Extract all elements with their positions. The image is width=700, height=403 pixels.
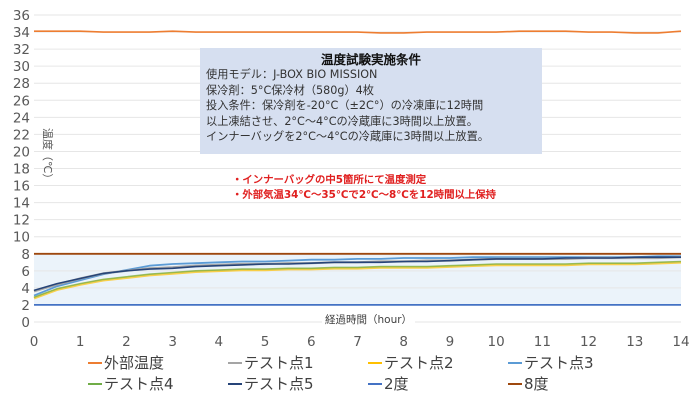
svg-text:6: 6 [307,334,316,350]
legend-item: 外部温度 [88,352,228,373]
svg-text:6: 6 [21,264,30,280]
svg-text:3: 3 [168,334,177,350]
svg-text:13: 13 [626,334,643,350]
legend-item: テスト点4 [88,373,228,394]
legend-row: テスト点4 テスト点5 2度 8度 [88,373,688,394]
legend: 外部温度 テスト点1 テスト点2 テスト点3 テスト点4 テスト点5 2度 8度 [88,352,688,394]
legend-label: テスト点5 [244,375,314,393]
svg-text:9: 9 [446,334,455,350]
conditions-line: 使用モデル：J-BOX BIO MISSION [206,68,378,81]
svg-text:4: 4 [215,334,224,350]
legend-label: テスト点3 [524,354,594,372]
series-line [33,256,681,292]
series-line [34,30,682,34]
legend-label: テスト点1 [244,354,314,372]
legend-swatch-icon [228,382,242,385]
legend-swatch-icon [228,361,242,364]
svg-text:36: 36 [13,8,30,24]
legend-item: テスト点1 [228,352,368,373]
legend-item: テスト点3 [508,352,648,373]
svg-text:24: 24 [13,110,30,126]
svg-text:14: 14 [13,196,30,212]
svg-text:10: 10 [488,334,505,350]
conditions-title: 温度試験実施条件 [320,52,421,67]
x-axis-label: 経過時間（hour） [322,312,416,327]
legend-swatch-icon [88,361,102,364]
test-conditions-box: 温度試験実施条件 使用モデル：J-BOX BIO MISSION 保冷剤：5°C… [200,48,542,154]
svg-text:26: 26 [13,93,30,109]
svg-text:7: 7 [353,334,362,350]
conditions-line: 保冷剤：5°C保冷材（580g）4枚 [206,83,374,97]
x-axis-ticks: 0 1 2 3 4 5 6 7 8 9 10 11 12 13 14 [30,334,690,350]
series-line [33,261,682,300]
notes: ・インナーバッグの中5箇所にて温度測定 ・外部気温34℃～35℃で2℃～8℃を1… [232,173,496,203]
svg-text:11: 11 [534,334,551,350]
svg-text:2: 2 [122,334,131,350]
legend-row: 外部温度 テスト点1 テスト点2 テスト点3 [88,352,688,373]
svg-text:1: 1 [76,334,85,350]
legend-item: 8度 [508,373,648,394]
conditions-line: 以上凍結させ、2°C～4°Cの冷蔵庫に3時間以上放置。 [206,114,478,128]
svg-text:28: 28 [13,76,30,92]
svg-text:0: 0 [21,315,30,331]
legend-item: テスト点2 [368,352,508,373]
legend-swatch-icon [508,382,522,385]
legend-swatch-icon [508,361,522,364]
legend-item: 2度 [368,373,508,394]
note-line: ・外部気温34℃～35℃で2℃～8℃を12時間以上保持 [232,189,497,201]
svg-text:5: 5 [261,334,270,350]
legend-label: 8度 [524,375,549,393]
svg-text:2: 2 [21,298,30,314]
svg-text:16: 16 [13,179,30,195]
legend-swatch-icon [88,382,102,385]
svg-text:10: 10 [13,230,30,246]
legend-swatch-icon [368,361,382,364]
series-line [33,260,682,299]
svg-text:20: 20 [13,144,30,160]
legend-label: テスト点2 [384,354,454,372]
legend-swatch-icon [368,382,382,385]
legend-item: テスト点5 [228,373,368,394]
legend-label: 外部温度 [104,354,165,372]
svg-text:12: 12 [580,334,597,350]
series-lines [33,30,682,306]
svg-text:8: 8 [21,247,30,263]
conditions-line: 投入条件：保冷剤を-20°C（±2C°）の冷凍庫に12時間 [206,99,484,113]
svg-text:32: 32 [13,42,30,58]
y-axis-label: 温度（℃） [41,128,55,184]
svg-text:8: 8 [399,334,408,350]
legend-label: テスト点4 [104,375,174,393]
note-line: ・インナーバッグの中5箇所にて温度測定 [232,174,427,186]
svg-text:12: 12 [13,213,30,229]
legend-label: 2度 [384,375,409,393]
svg-text:34: 34 [13,25,30,41]
conditions-line: インナーバッグを2°C～4°Cの冷蔵庫に3時間以上放置。 [206,130,489,144]
svg-text:0: 0 [30,334,39,350]
svg-text:4: 4 [21,281,30,297]
svg-text:18: 18 [13,162,30,178]
svg-text:22: 22 [13,127,30,143]
svg-text:14: 14 [672,334,689,350]
svg-text:30: 30 [13,59,30,75]
